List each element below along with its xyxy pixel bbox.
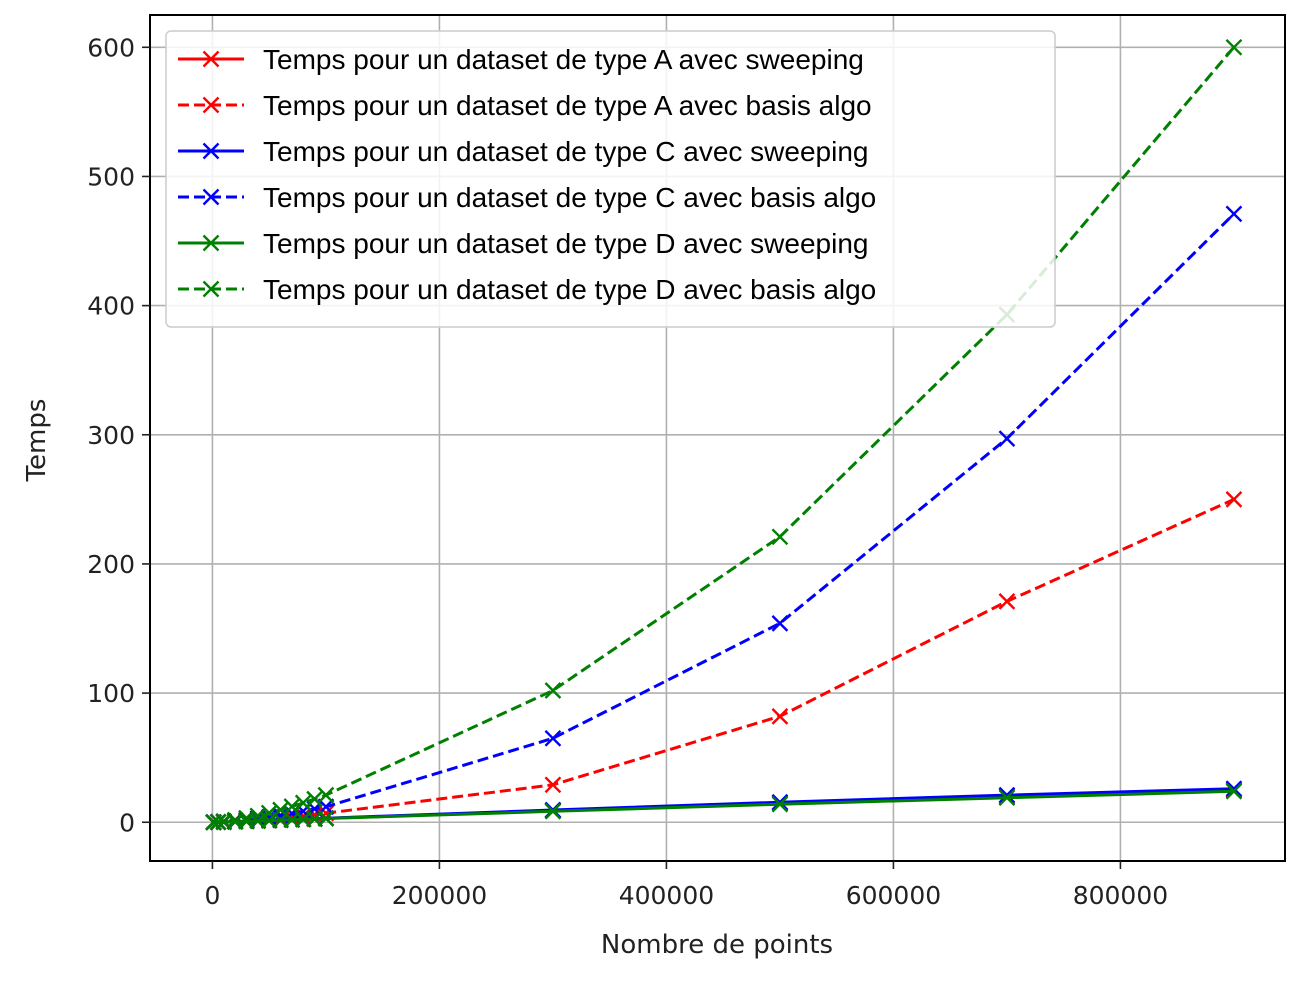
x-axis-label: Nombre de points (601, 930, 833, 960)
y-tick-label: 600 (87, 33, 135, 62)
legend-label: Temps pour un dataset de type C avec bas… (263, 182, 876, 213)
legend-entry: Temps pour un dataset de type D avec bas… (178, 274, 876, 305)
y-axis-label: Temps (22, 399, 52, 483)
data-point (998, 593, 1016, 610)
x-tick-label: 200000 (392, 881, 487, 910)
y-tick-label: 300 (87, 421, 135, 450)
legend-label: Temps pour un dataset de type A avec swe… (263, 44, 864, 75)
legend-marker (202, 280, 220, 298)
legend-marker (202, 188, 220, 206)
data-point (306, 790, 323, 808)
legend: Temps pour un dataset de type A avec swe… (165, 30, 1056, 328)
data-point (998, 789, 1016, 807)
y-tick-label: 100 (87, 679, 135, 708)
legend-box (165, 30, 1056, 328)
data-point (771, 614, 789, 632)
y-tick-label: 400 (87, 292, 135, 321)
legend-entry: Temps pour un dataset de type A avec bas… (178, 90, 872, 121)
series-line (213, 789, 1234, 824)
x-tick-label: 800000 (1073, 881, 1168, 910)
legend-marker (202, 50, 220, 68)
data-point (771, 793, 789, 811)
ticks: 0 200000 400000 600000 800000 0 100 200 300 400 50… (87, 33, 1168, 910)
legend-entry: Temps pour un dataset de type C avec swe… (178, 136, 868, 167)
data-point (544, 729, 562, 747)
legend-label: Temps pour un dataset de type D avec bas… (263, 274, 876, 305)
data-point (771, 795, 789, 813)
data-point (544, 682, 562, 699)
data-point (209, 813, 227, 831)
data-point (260, 804, 278, 822)
legend-label: Temps pour un dataset de type A avec bas… (263, 90, 872, 121)
legend-entry: Temps pour un dataset de type D avec swe… (178, 228, 868, 259)
data-point (998, 786, 1016, 804)
data-point (1225, 205, 1243, 223)
data-point (1225, 491, 1243, 508)
data-point (998, 430, 1016, 447)
legend-label: Temps pour un dataset de type C avec swe… (263, 136, 868, 167)
x-tick-label: 600000 (846, 881, 941, 910)
legend-entry: Temps pour un dataset de type C avec bas… (178, 182, 876, 213)
series-layer (205, 38, 1243, 831)
data-point (294, 794, 312, 812)
legend-marker (202, 96, 220, 114)
legend-label: Temps pour un dataset de type D avec swe… (263, 228, 868, 259)
data-point (771, 707, 789, 725)
x-tick-label: 0 (204, 881, 220, 910)
legend-entry: Temps pour un dataset de type A avec swe… (178, 44, 864, 75)
series-line (213, 46, 1236, 824)
data-point (317, 810, 335, 827)
data-point (317, 786, 335, 804)
y-tick-label: 0 (119, 808, 135, 837)
data-point (544, 802, 562, 820)
y-tick-label: 500 (87, 162, 135, 191)
data-point (544, 776, 562, 794)
legend-marker (202, 142, 220, 160)
plot-frame (149, 14, 1286, 862)
data-point (1225, 782, 1243, 800)
y-tick-label: 200 (87, 550, 135, 579)
x-tick-label: 400000 (619, 881, 714, 910)
legend-marker (202, 234, 220, 252)
data-point (1225, 38, 1243, 56)
data-point (1225, 780, 1243, 798)
series-5 (205, 782, 1243, 831)
data-point (771, 528, 789, 546)
